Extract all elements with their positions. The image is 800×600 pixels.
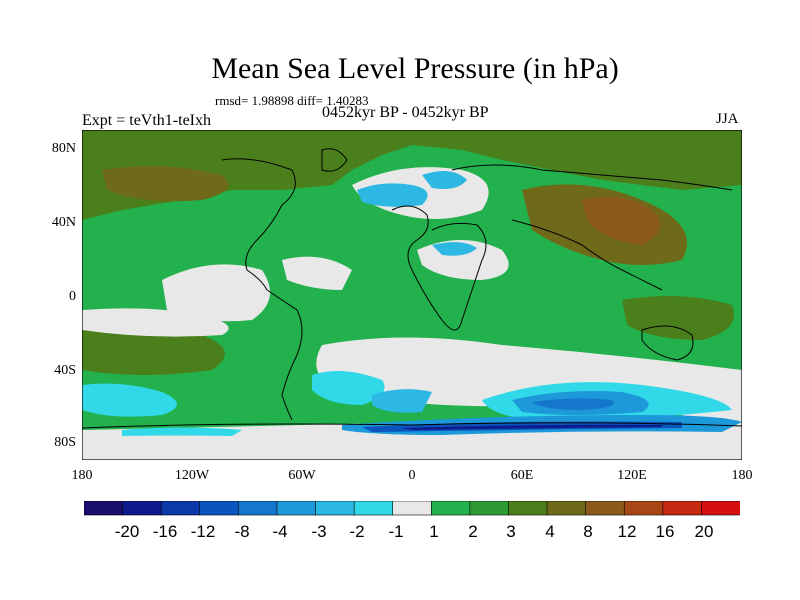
colorbar-swatch xyxy=(238,501,278,516)
x-tick-120w: 120W xyxy=(174,468,210,483)
colorbar-swatch xyxy=(392,501,433,516)
colorbar-label: -12 xyxy=(190,522,216,541)
colorbar-swatch xyxy=(430,501,471,516)
period-label: 0452kyr BP - 0452kyr BP xyxy=(322,104,489,121)
colorbar-swatch xyxy=(546,501,587,516)
season-label: JJA xyxy=(716,111,739,127)
y-tick-80n: 80N xyxy=(51,141,76,156)
colorbar-swatch xyxy=(276,501,317,516)
colorbar-label: -8 xyxy=(234,522,250,541)
colorbar-label: -3 xyxy=(311,522,327,541)
colorbar-label: -4 xyxy=(272,522,288,541)
x-tick-180w: 180 xyxy=(71,468,93,483)
colorbar-swatch xyxy=(160,501,201,516)
pressure-map xyxy=(82,130,742,460)
experiment-label: Expt = teVth1-teIxh xyxy=(82,112,211,129)
colorbar-label: 20 xyxy=(694,522,714,541)
colorbar-label: 4 xyxy=(545,522,555,541)
y-tick-80s: 80S xyxy=(54,435,76,450)
y-tick-0: 0 xyxy=(69,289,76,304)
colorbar-label: 2 xyxy=(468,522,478,541)
x-tick-180e: 180 xyxy=(731,468,753,483)
colorbar-swatch xyxy=(623,501,664,516)
colorbar-label: -16 xyxy=(152,522,178,541)
colorbar-swatch xyxy=(469,501,510,516)
colorbar-swatch xyxy=(701,501,740,516)
colorbar xyxy=(84,501,740,516)
colorbar-swatch xyxy=(122,501,162,516)
colorbar-label: -20 xyxy=(114,522,140,541)
y-tick-40s: 40S xyxy=(54,363,76,378)
colorbar-swatch xyxy=(585,501,626,516)
colorbar-label: 16 xyxy=(655,522,675,541)
x-tick-120e: 120E xyxy=(617,468,647,483)
colorbar-swatch xyxy=(353,501,394,516)
colorbar-swatch xyxy=(315,501,355,516)
coastlines xyxy=(82,148,742,429)
colorbar-label: 3 xyxy=(506,522,516,541)
x-tick-60e: 60E xyxy=(510,468,534,483)
negative-anomaly-regions xyxy=(82,171,742,436)
x-tick-0: 0 xyxy=(408,468,416,483)
plot-title: Mean Sea Level Pressure (in hPa) xyxy=(211,52,619,85)
colorbar-swatch xyxy=(662,501,703,516)
colorbar-label: 12 xyxy=(617,522,637,541)
colorbar-swatch xyxy=(199,501,240,516)
colorbar-label: 8 xyxy=(583,522,593,541)
colorbar-label: -2 xyxy=(349,522,365,541)
colorbar-swatch xyxy=(508,501,548,516)
colorbar-swatch xyxy=(84,501,124,516)
colorbar-label: -1 xyxy=(388,522,404,541)
colorbar-label: 1 xyxy=(429,522,439,541)
x-tick-60w: 60W xyxy=(288,468,316,483)
y-tick-40n: 40N xyxy=(51,215,76,230)
stats-line: rmsd= 1.98898 diff= 1.40283 xyxy=(215,93,369,108)
